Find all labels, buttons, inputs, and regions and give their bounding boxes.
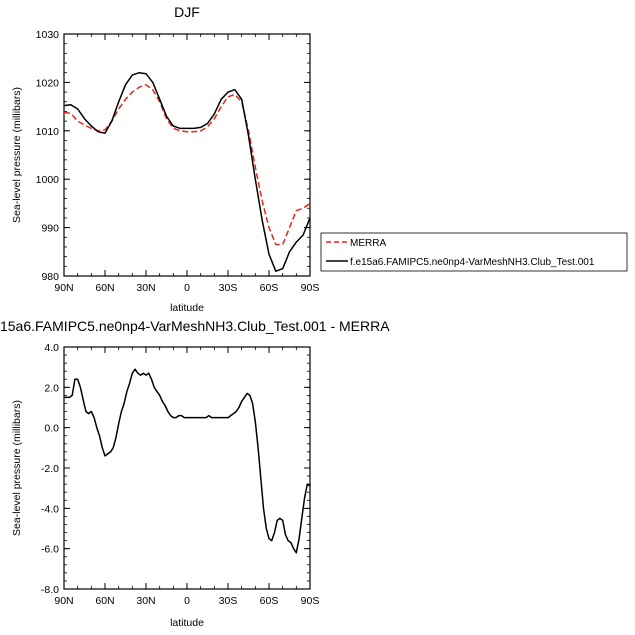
chart-title: f.e15a6.FAMIPC5.ne0np4-VarMeshNH3.Club_T… (0, 318, 390, 334)
y-tick-label: -4.0 (41, 503, 59, 515)
x-tick-label: 60N (95, 595, 114, 607)
y-tick-label: 1020 (36, 77, 60, 89)
chart-title: DJF (174, 4, 200, 20)
x-tick-label: 30N (136, 595, 155, 607)
x-tick-label: 60S (260, 282, 279, 294)
y-tick-label: 0.0 (44, 423, 59, 435)
x-tick-label: 30S (219, 595, 238, 607)
chart-difference: f.e15a6.FAMIPC5.ne0np4-VarMeshNH3.Club_T… (0, 318, 390, 629)
series-line-difference (64, 368, 311, 554)
x-tick-label: 30S (219, 282, 238, 294)
y-axis-label: Sea-level pressure (millibars) (11, 87, 23, 223)
series-line-f (63, 71, 311, 272)
y-tick-label: 1000 (36, 174, 60, 186)
y-tick-label: 2.0 (44, 382, 59, 394)
x-tick-label: 90N (54, 595, 73, 607)
y-tick-label: 1010 (36, 126, 60, 138)
x-axis-label: latitude (170, 302, 204, 314)
x-axis-label: latitude (170, 617, 204, 629)
legend: MERRA f.e15a6.FAMIPC5.ne0np4-VarMeshNH3.… (320, 232, 628, 272)
x-tick-label: 30N (136, 282, 155, 294)
series-line-merra (63, 84, 311, 246)
y-tick-label: 4.0 (44, 342, 59, 354)
x-tick-label: 0 (184, 595, 190, 607)
y-tick-label: 1030 (36, 29, 60, 41)
x-tick-label: 90S (301, 595, 320, 607)
y-tick-label: -2.0 (41, 463, 59, 475)
y-tick-label: -6.0 (41, 544, 59, 556)
legend-entry-model: f.e15a6.FAMIPC5.ne0np4-VarMeshNH3.Club_T… (350, 257, 595, 268)
y-tick-label: -8.0 (41, 584, 59, 596)
plot-frame (63, 346, 311, 590)
chart-djf: DJF 90N 60N 30N 0 30S 60S 90S 980 990 1000 1010 102… (11, 4, 628, 314)
legend-box (320, 232, 628, 272)
y-tick-label: 980 (41, 271, 59, 283)
x-tick-label: 90N (54, 282, 73, 294)
x-tick-label: 60N (95, 282, 114, 294)
legend-entry-merra: MERRA (350, 238, 386, 249)
x-tick-label: 60S (260, 595, 279, 607)
y-axis-label: Sea-level pressure (millibars) (11, 400, 23, 536)
x-tick-label: 0 (184, 282, 190, 294)
y-tick-label: 990 (41, 223, 59, 235)
x-tick-label: 90S (301, 282, 320, 294)
